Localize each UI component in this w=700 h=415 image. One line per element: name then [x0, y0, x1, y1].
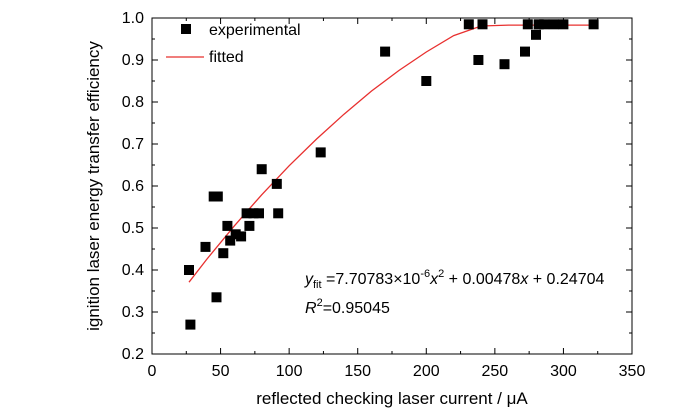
data-point: [254, 208, 264, 219]
legend-label-experimental: experimental: [209, 22, 301, 39]
eq-sq: 2: [438, 268, 444, 280]
axis-ticks: [151, 17, 633, 355]
data-point: [184, 265, 194, 275]
data-point: [241, 208, 252, 219]
r-squared: R2=0.95045: [305, 297, 390, 317]
r2-sup: 2: [317, 297, 323, 309]
r2-r: R: [305, 300, 317, 317]
data-point: [473, 55, 484, 65]
x-tick-label: 300: [550, 363, 577, 380]
x-tick-label: 250: [482, 363, 509, 380]
data-point: [185, 319, 196, 330]
data-point: [222, 220, 233, 231]
x-tick-label: 50: [212, 363, 230, 380]
experimental-series-points: [184, 19, 599, 330]
x-tick-label: 0: [148, 363, 157, 380]
y-tick-label: 1.0: [122, 10, 144, 27]
fit-equation: yfit =7.70783×10-6x2 + 0.00478x + 0.2470…: [304, 268, 604, 291]
x-tick-labels: 0 50 100 150 200 250 300 350: [148, 363, 646, 380]
x-tick-label: 100: [276, 363, 303, 380]
data-point: [531, 29, 541, 40]
legend-label-fitted: fitted: [209, 49, 244, 66]
eq-x1: x: [429, 271, 439, 288]
data-point: [218, 248, 229, 259]
data-point: [548, 19, 559, 30]
y-tick-label: 0.5: [122, 220, 144, 237]
data-point: [236, 231, 247, 242]
x-tick-label: 150: [344, 363, 371, 380]
y-tick-label: 0.6: [122, 178, 144, 195]
y-axis-title: ignition laser energy transfer efficienc…: [84, 41, 103, 331]
data-point: [248, 208, 259, 219]
data-point: [421, 76, 432, 86]
x-tick-label: 200: [413, 363, 440, 380]
data-point: [200, 241, 211, 252]
x-tick-label: 350: [619, 363, 646, 380]
data-point: [225, 235, 236, 246]
fitted-series-line: [188, 24, 594, 283]
data-point: [499, 59, 510, 70]
eq-p3: + 0.24704: [528, 271, 604, 288]
data-point: [212, 191, 223, 202]
data-point: [558, 19, 569, 30]
eq-sub: fit: [313, 279, 322, 291]
plot-area: [151, 17, 633, 355]
data-point: [533, 19, 544, 30]
y-tick-label: 0.2: [122, 346, 144, 363]
data-point: [588, 19, 599, 30]
legend: experimental fitted: [166, 22, 301, 66]
r2-value: =0.95045: [323, 300, 390, 317]
legend-marker-experimental: [181, 24, 191, 34]
data-point: [520, 46, 530, 57]
y-tick-labels: 0.2 0.3 0.4 0.5 0.6 0.7 0.8 0.9 1.0: [122, 10, 144, 363]
data-point: [211, 292, 222, 303]
data-point: [477, 19, 488, 30]
y-tick-label: 0.4: [122, 262, 144, 279]
eq-y: y: [304, 271, 314, 288]
y-tick-label: 0.9: [122, 52, 144, 69]
data-point: [539, 19, 550, 30]
y-tick-label: 0.7: [122, 136, 144, 153]
eq-exp: -6: [420, 268, 430, 280]
data-point: [315, 147, 326, 158]
x-axis-title: reflected checking laser current / μA: [256, 389, 528, 408]
data-point: [271, 178, 282, 189]
data-point: [244, 220, 255, 231]
y-tick-label: 0.8: [122, 94, 144, 111]
data-point: [463, 19, 474, 30]
eq-x2: x: [519, 271, 529, 288]
data-point: [230, 229, 241, 240]
data-point: [256, 164, 267, 175]
data-point: [380, 46, 391, 57]
eq-p2: + 0.00478: [444, 271, 520, 288]
data-point: [273, 208, 284, 219]
y-tick-label: 0.3: [122, 304, 144, 321]
data-point: [522, 19, 533, 30]
eq-p1: =7.70783×10: [322, 271, 421, 288]
